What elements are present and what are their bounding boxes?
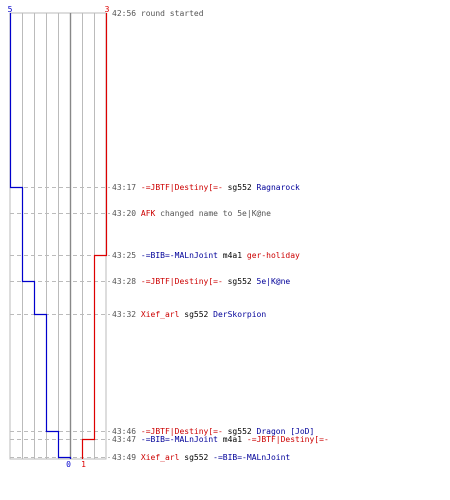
event-text: 43:47 -=BIB=-MALnJoint m4a1 -=JBTF|Desti… [112, 435, 329, 444]
event-row: 43:20 AFK changed name to 5e|K@ne [112, 209, 271, 218]
score-labels: 5 3 0 1 [8, 5, 110, 469]
red-player-name: -=JBTF|Destiny[=- [141, 277, 223, 286]
event-row: 43:25 -=BIB=-MALnJoint m4a1 ger-holiday [112, 251, 300, 260]
red-player-name: AFK [141, 209, 156, 218]
blue-end-score: 0 [66, 460, 71, 469]
team-step-lines [9, 13, 108, 459]
event-text: 43:25 -=BIB=-MALnJoint m4a1 ger-holiday [112, 251, 300, 260]
red-player-name: Xief_arl [141, 453, 180, 462]
event-log: 42:56 round started 43:17 -=JBTF|Destiny[… [112, 9, 329, 462]
event-text: 43:46 -=JBTF|Destiny[=- sg552 Dragon [Jo… [112, 427, 314, 436]
weapon-name: sg552 [179, 453, 213, 462]
red-player-name: ger-holiday [247, 251, 300, 260]
blue-player-name: -=BIB=-MALnJoint [141, 435, 218, 444]
weapon-name: sg552 [223, 427, 257, 436]
red-team-line [81, 13, 108, 459]
blue-player-name: DerSkorpion [213, 310, 266, 319]
red-player-name: -=JBTF|Destiny[=- [141, 183, 223, 192]
event-row: 42:56 round started [112, 9, 204, 18]
event-time: 43:47 [112, 435, 141, 444]
event-row: 43:32 Xief_arl sg552 DerSkorpion [112, 310, 266, 319]
blue-start-score: 5 [8, 5, 13, 14]
red-end-score: 1 [81, 460, 86, 469]
event-row: 43:46 -=JBTF|Destiny[=- sg552 Dragon [Jo… [112, 427, 314, 436]
event-row: 43:17 -=JBTF|Destiny[=- sg552 Ragnarock [112, 183, 300, 192]
event-time: 43:32 [112, 310, 141, 319]
weapon-name: m4a1 [218, 251, 247, 260]
event-text: 42:56 round started [112, 9, 204, 18]
blue-player-name: -=BIB=-MALnJoint [213, 453, 290, 462]
red-start-score: 3 [105, 5, 110, 14]
event-time: 43:17 [112, 183, 141, 192]
event-row: 43:49 Xief_arl sg552 -=BIB=-MALnJoint [112, 453, 290, 462]
event-time: 43:46 [112, 427, 141, 436]
red-player-name: -=JBTF|Destiny[=- [247, 435, 329, 444]
blue-team-line [9, 13, 72, 459]
event-text: 43:32 Xief_arl sg552 DerSkorpion [112, 310, 266, 319]
event-time: 43:49 [112, 453, 141, 462]
blue-player-name: Dragon [JoD] [257, 427, 315, 436]
event-row: 43:47 -=BIB=-MALnJoint m4a1 -=JBTF|Desti… [112, 435, 329, 444]
weapon-name: sg552 [223, 183, 257, 192]
event-time: 43:28 [112, 277, 141, 286]
event-text: 43:17 -=JBTF|Destiny[=- sg552 Ragnarock [112, 183, 300, 192]
red-player-name: -=JBTF|Destiny[=- [141, 427, 223, 436]
event-time: 42:56 [112, 9, 141, 18]
event-row: 43:28 -=JBTF|Destiny[=- sg552 5e|K@ne [112, 277, 290, 286]
event-time: 43:25 [112, 251, 141, 260]
event-text: 43:28 -=JBTF|Destiny[=- sg552 5e|K@ne [112, 277, 290, 286]
blue-player-name: -=BIB=-MALnJoint [141, 251, 218, 260]
blue-player-name: Ragnarock [257, 183, 301, 192]
event-text: 43:49 Xief_arl sg552 -=BIB=-MALnJoint [112, 453, 290, 462]
blue-player-name: 5e|K@ne [257, 277, 291, 286]
weapon-name: sg552 [223, 277, 257, 286]
event-message: changed name to 5e|K@ne [155, 209, 271, 218]
event-message: round started [141, 9, 204, 18]
event-time: 43:20 [112, 209, 141, 218]
red-player-name: Xief_arl [141, 310, 180, 319]
grid-lines [9, 12, 107, 460]
weapon-name: m4a1 [218, 435, 247, 444]
weapon-name: sg552 [179, 310, 213, 319]
event-text: 43:20 AFK changed name to 5e|K@ne [112, 209, 271, 218]
